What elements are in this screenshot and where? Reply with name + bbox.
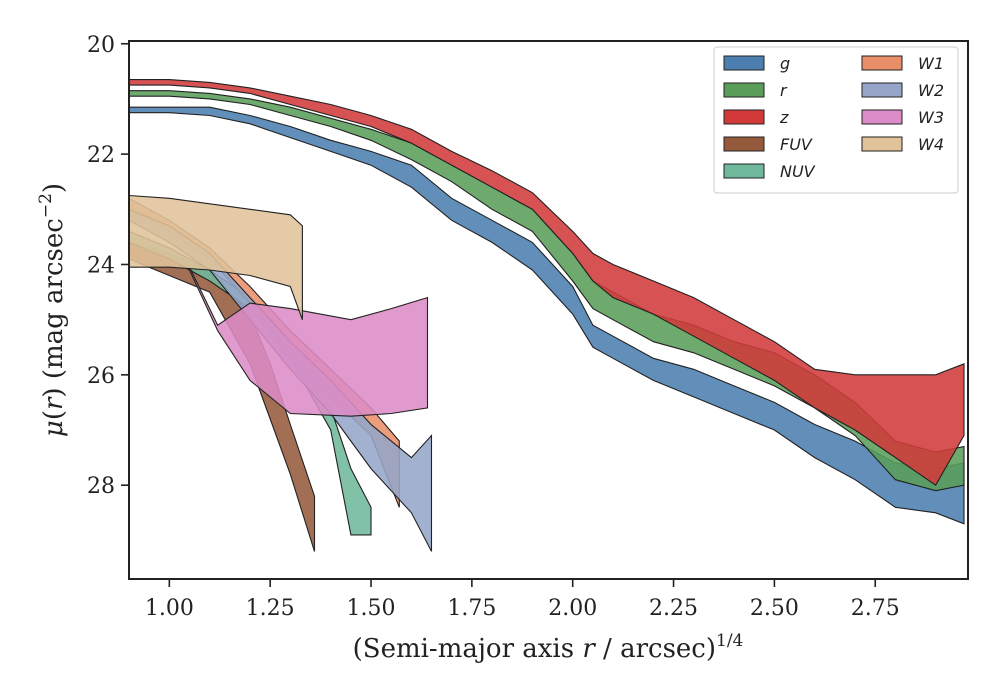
x-tick-label: 2.50: [750, 596, 799, 621]
legend-label-g: g: [780, 54, 790, 73]
plot-bands: [129, 79, 965, 552]
legend-swatch-fuv: [723, 136, 765, 152]
x-tick-label: 2.25: [649, 596, 698, 621]
y-tick-label: 22: [87, 143, 115, 168]
legend-label-r: r: [780, 81, 788, 100]
x-tick-label: 2.00: [548, 596, 597, 621]
legend-swatch-z: [723, 109, 765, 125]
legend-swatch-w3: [861, 109, 903, 125]
legend-swatch-w1: [861, 55, 903, 71]
legend-label-z: z: [779, 108, 789, 127]
legend-label-w3: W3: [918, 108, 944, 127]
y-axis-label: μ(r) (mag arcsec−2): [36, 183, 69, 437]
x-tick-label: 2.75: [851, 596, 900, 621]
x-tick-label: 1.00: [145, 596, 194, 621]
legend-label-fuv: FUV: [780, 135, 813, 154]
legend-label-w1: W1: [918, 54, 944, 73]
plot-frame: [128, 40, 969, 580]
band-g: [129, 106, 965, 525]
legend-swatch-w2: [861, 82, 903, 98]
legend: grz FUV NUV W1 W2 W3 W4: [713, 46, 959, 194]
legend-swatch-nuv: [723, 163, 765, 179]
y-tick-label: 28: [87, 474, 115, 499]
legend-swatch-g: [723, 55, 765, 71]
x-tick-label: 1.50: [347, 596, 396, 621]
x-axis-label: (Semi-major axis r / arcsec)1/4: [353, 631, 744, 664]
legend-swatch-w4: [861, 136, 903, 152]
x-tick-label: 1.25: [246, 596, 295, 621]
axis-ticks: 1.00 1.25 1.50 1.75 2.00 2.25 2.50 2.75 20 22 24 26…: [87, 33, 900, 621]
legend-label-w4: W4: [918, 135, 944, 154]
y-tick-label: 24: [87, 253, 115, 278]
legend-swatch-r: [723, 82, 765, 98]
band-w3: [188, 266, 429, 417]
y-tick-label: 20: [87, 33, 115, 58]
legend-label-nuv: NUV: [780, 162, 816, 181]
x-tick-label: 1.75: [447, 596, 496, 621]
legend-label-w2: W2: [918, 81, 944, 100]
band-w4: [129, 194, 303, 320]
band-z: [129, 79, 965, 486]
y-tick-label: 26: [87, 364, 115, 389]
